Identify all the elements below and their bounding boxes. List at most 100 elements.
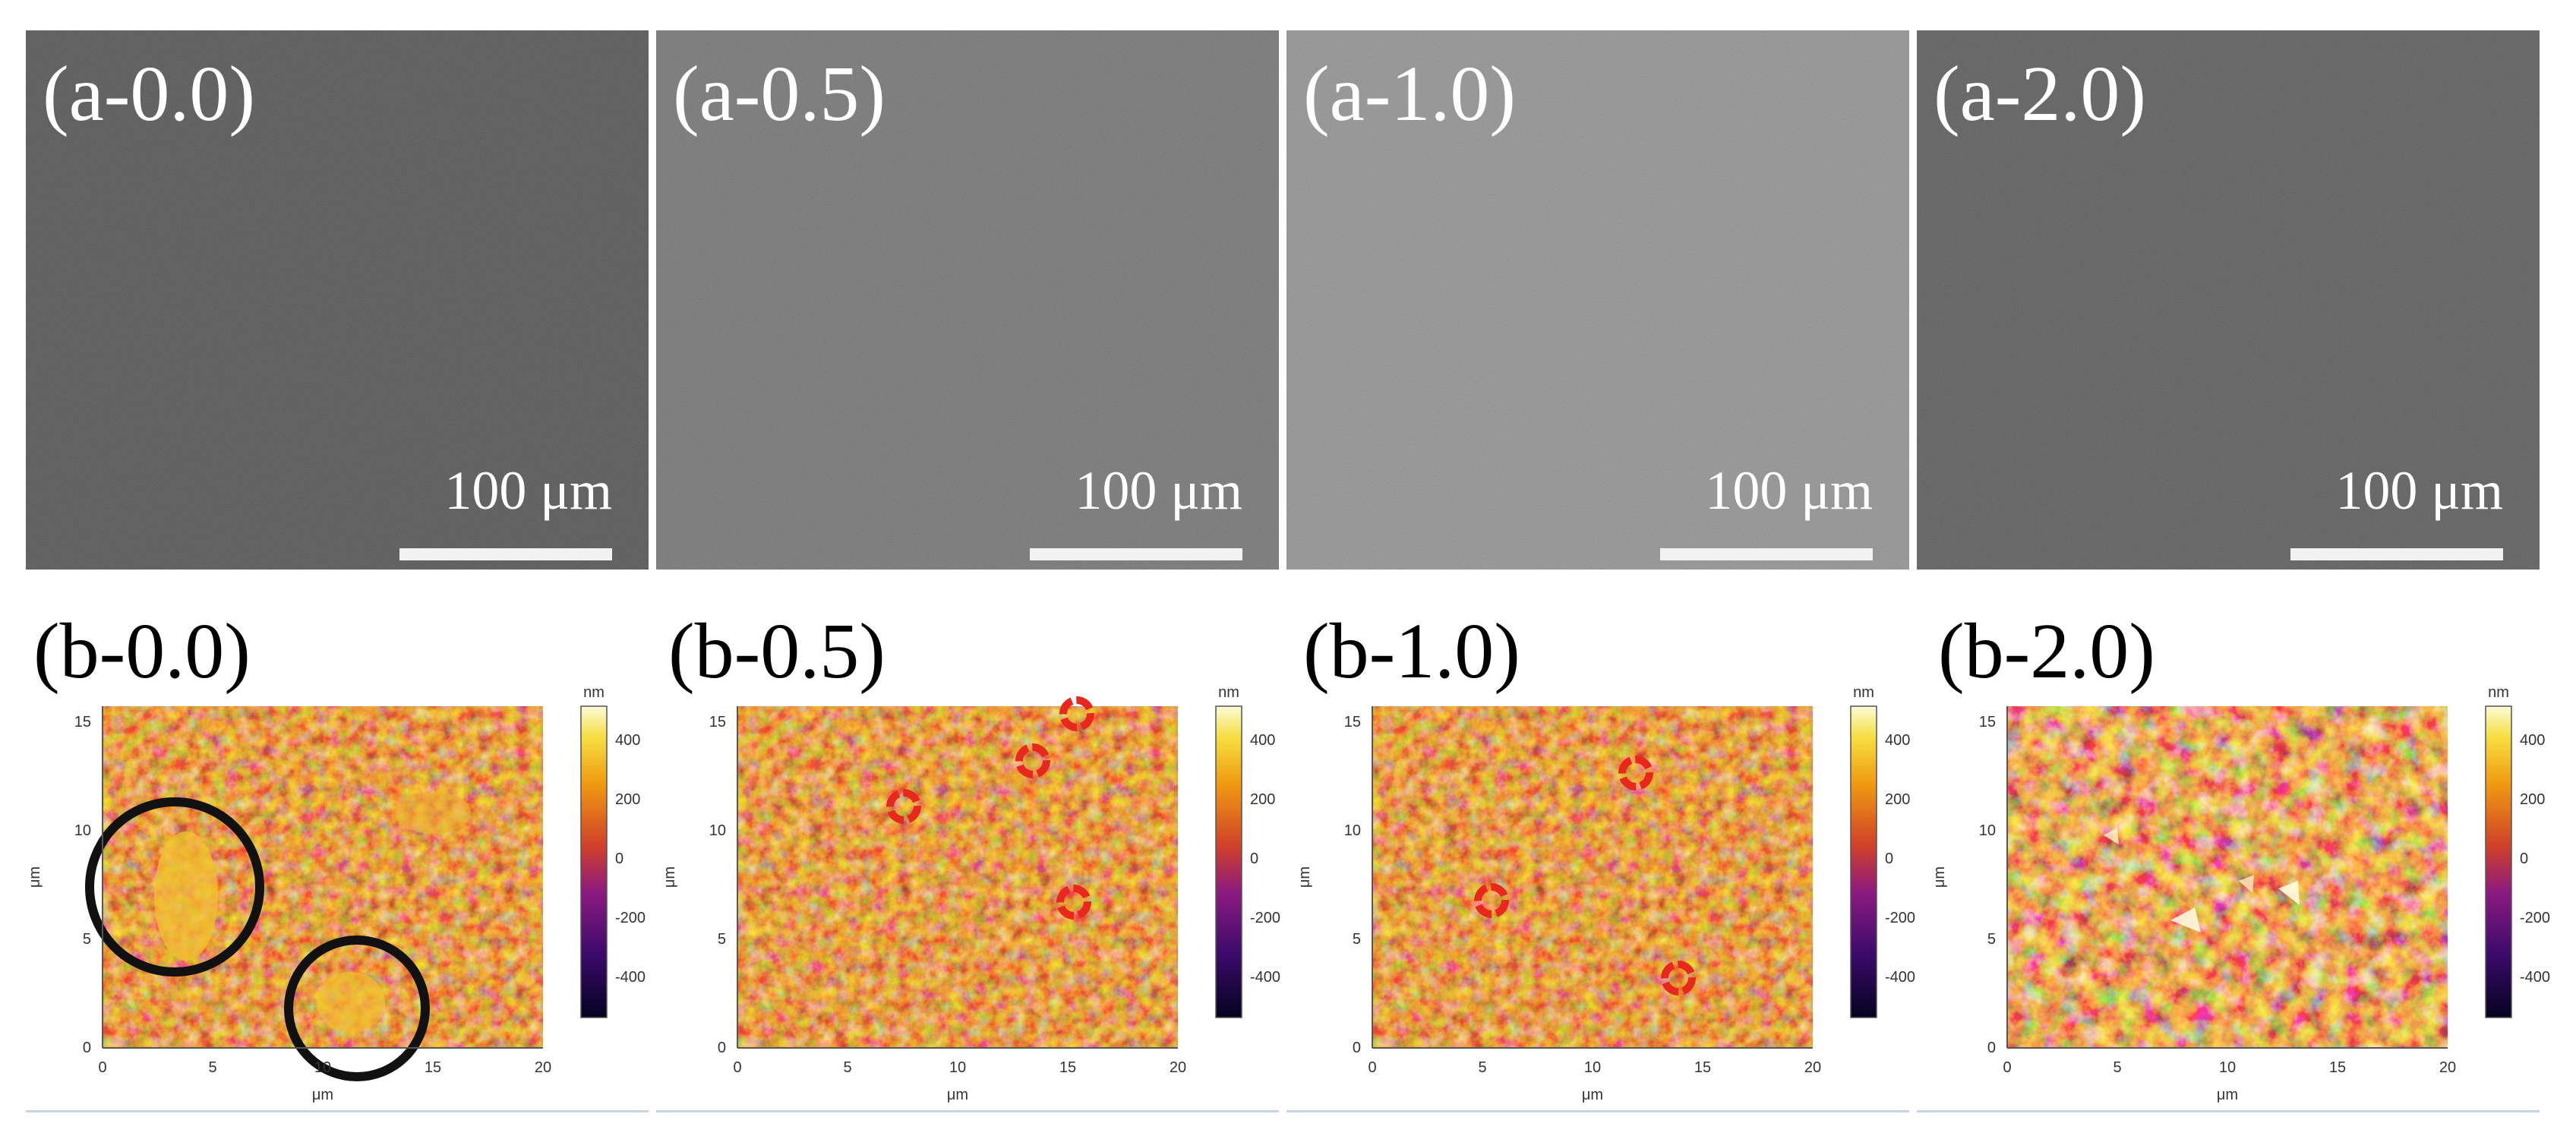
scale-bar bbox=[2290, 548, 2503, 560]
scale-bar-label: 100 μm bbox=[1075, 460, 1242, 521]
panel-label: (a-0.5) bbox=[673, 50, 886, 137]
x-axis-unit: μm bbox=[947, 1087, 968, 1103]
y-tick: 10 bbox=[709, 822, 726, 839]
panel-label: (a-0.0) bbox=[43, 50, 256, 137]
sem-panel-a-2-0: (a-2.0) 100 μm bbox=[1917, 30, 2540, 570]
afm-height-map bbox=[2007, 706, 2448, 1048]
axes: 0 5 10 15 20 μm 0 5 10 15 μm bbox=[1296, 706, 1821, 1103]
axes: 0 5 10 15 20 μm 0 5 10 15 μm bbox=[27, 706, 551, 1103]
colorbar-tick: -200 bbox=[1885, 910, 1915, 926]
y-axis-unit: μm bbox=[1931, 866, 1948, 888]
x-tick: 5 bbox=[208, 1059, 216, 1076]
afm-panel-b-1-0: 0 5 10 15 20 μm 0 5 10 15 μm nm 400 200 … bbox=[1293, 607, 1915, 1109]
scale-bar-label: 100 μm bbox=[444, 460, 612, 521]
x-tick: 15 bbox=[1694, 1059, 1711, 1076]
colorbar-tick: 400 bbox=[1885, 732, 1910, 749]
y-axis-unit: μm bbox=[1296, 866, 1313, 888]
x-tick: 20 bbox=[535, 1059, 551, 1076]
colorbar-tick: 200 bbox=[1250, 791, 1275, 808]
axes: 0 5 10 15 20 μm 0 5 10 15 μm bbox=[661, 706, 1186, 1103]
afm-panel-b-0-0: 0 5 10 15 20 μm 0 5 10 15 μm nm 400 200 … bbox=[23, 607, 646, 1109]
colorbar-tick: 400 bbox=[615, 732, 640, 749]
y-tick: 5 bbox=[718, 931, 726, 948]
x-tick: 15 bbox=[1059, 1059, 1076, 1076]
x-axis-unit: μm bbox=[312, 1087, 333, 1103]
y-tick: 5 bbox=[1987, 931, 1996, 948]
colorbar-tick: -400 bbox=[615, 969, 646, 986]
sem-panel-a-0-0: (a-0.0) 100 μm bbox=[26, 30, 649, 570]
colorbar-tick: 400 bbox=[2520, 732, 2545, 749]
colorbar-tick: -400 bbox=[2520, 969, 2550, 986]
y-tick: 0 bbox=[1987, 1040, 1996, 1056]
colorbar: nm 400 200 0 -200 -400 bbox=[580, 684, 646, 1018]
panel-label: (a-2.0) bbox=[1934, 50, 2147, 137]
annotation-marker bbox=[886, 789, 921, 824]
afm-height-map bbox=[1372, 706, 1813, 1048]
y-tick: 0 bbox=[1353, 1040, 1361, 1056]
annotation-marker bbox=[1059, 696, 1094, 731]
divider bbox=[26, 1110, 649, 1112]
x-tick: 10 bbox=[2219, 1059, 2236, 1076]
colorbar-tick: -200 bbox=[2520, 910, 2550, 926]
x-tick: 20 bbox=[1804, 1059, 1821, 1076]
x-axis-unit: μm bbox=[2217, 1087, 2238, 1103]
divider bbox=[1917, 1110, 2540, 1112]
y-tick: 10 bbox=[74, 822, 91, 839]
panel-label: (b-2.0) bbox=[1927, 607, 2169, 699]
x-tick: 0 bbox=[1368, 1059, 1376, 1076]
y-tick: 10 bbox=[1979, 822, 1996, 839]
y-tick: 10 bbox=[1344, 822, 1361, 839]
y-axis-unit: μm bbox=[661, 866, 678, 888]
x-tick: 15 bbox=[2329, 1059, 2346, 1076]
colorbar-tick: -400 bbox=[1885, 969, 1915, 986]
colorbar-tick: 0 bbox=[1250, 850, 1258, 867]
x-tick: 0 bbox=[733, 1059, 741, 1076]
afm-height-map bbox=[737, 706, 1178, 1048]
colorbar-tick: 200 bbox=[2520, 791, 2545, 808]
x-tick: 10 bbox=[314, 1059, 331, 1076]
colorbar-tick: -200 bbox=[1250, 910, 1280, 926]
y-tick: 5 bbox=[1353, 931, 1361, 948]
y-tick: 15 bbox=[1344, 714, 1361, 731]
colorbar-tick: 200 bbox=[1885, 791, 1910, 808]
panel-label: (b-0.5) bbox=[658, 607, 899, 699]
colorbar: nm 400 200 0 -200 -400 bbox=[2485, 684, 2550, 1018]
x-tick: 0 bbox=[2003, 1059, 2011, 1076]
scale-bar-label: 100 μm bbox=[1705, 460, 1873, 521]
x-tick: 20 bbox=[2439, 1059, 2456, 1076]
axes: 0 5 10 15 20 μm 0 5 10 15 μm bbox=[1931, 706, 2456, 1103]
x-tick: 15 bbox=[425, 1059, 441, 1076]
y-tick: 15 bbox=[1979, 714, 1996, 731]
colorbar-tick: 0 bbox=[1885, 850, 1893, 867]
annotation-marker bbox=[1015, 743, 1050, 778]
y-tick: 15 bbox=[74, 714, 91, 731]
x-tick: 0 bbox=[98, 1059, 106, 1076]
y-tick: 15 bbox=[709, 714, 726, 731]
scale-bar bbox=[1660, 548, 1873, 560]
colorbar: nm 400 200 0 -200 -400 bbox=[1850, 684, 1915, 1018]
x-tick: 10 bbox=[1584, 1059, 1601, 1076]
annotation-circle bbox=[85, 797, 264, 977]
panel-label: (b-1.0) bbox=[1293, 607, 1534, 699]
colorbar-tick: -400 bbox=[1250, 969, 1280, 986]
sem-panel-a-0-5: (a-0.5) 100 μm bbox=[656, 30, 1279, 570]
colorbar-tick: 0 bbox=[2520, 850, 2528, 867]
colorbar: nm 400 200 0 -200 -400 bbox=[1215, 684, 1280, 1018]
annotation-marker bbox=[1056, 885, 1091, 920]
annotation-marker bbox=[1474, 883, 1509, 918]
y-tick: 5 bbox=[83, 931, 91, 948]
scale-bar bbox=[1030, 548, 1242, 560]
y-axis-unit: μm bbox=[27, 866, 43, 888]
x-tick: 5 bbox=[1478, 1059, 1486, 1076]
x-tick: 20 bbox=[1170, 1059, 1186, 1076]
afm-panel-b-0-5: 0 5 10 15 20 μm 0 5 10 15 μm nm 400 200 … bbox=[658, 607, 1280, 1109]
divider bbox=[1286, 1110, 1909, 1112]
scale-bar-label: 100 μm bbox=[2335, 460, 2503, 521]
colorbar-tick: 200 bbox=[615, 791, 640, 808]
y-tick: 0 bbox=[83, 1040, 91, 1056]
afm-panel-b-2-0: 0 5 10 15 20 μm 0 5 10 15 μm nm 400 200 … bbox=[1927, 607, 2550, 1109]
x-tick: 5 bbox=[2113, 1059, 2121, 1076]
x-tick: 5 bbox=[843, 1059, 851, 1076]
x-axis-unit: μm bbox=[1582, 1087, 1603, 1103]
colorbar-tick: 400 bbox=[1250, 732, 1275, 749]
